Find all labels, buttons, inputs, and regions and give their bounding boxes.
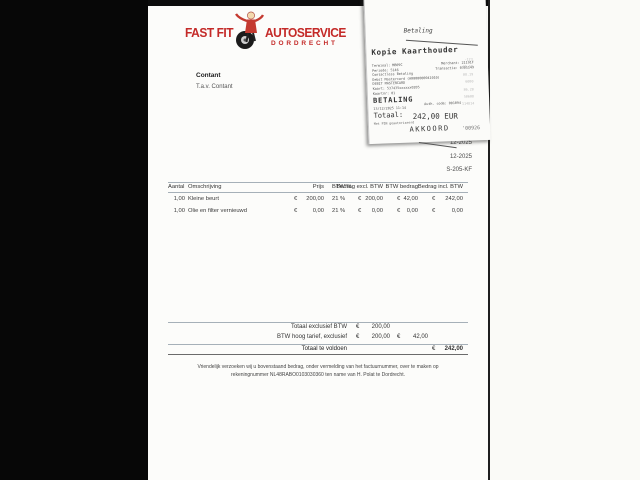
payment-receipt: Betaling Kopie Kaarthouder Terminal: MB0…: [363, 0, 491, 145]
currency-symbol: €: [397, 208, 401, 214]
logo-autoservice-text: AUTOSERVICE: [265, 25, 346, 40]
table-row-vat-pct: 21 %: [332, 208, 346, 214]
totals-rule-top: [168, 322, 468, 323]
currency-symbol: €: [356, 324, 360, 330]
vat-line-label: BTW hoog tarief, exclusief: [276, 334, 347, 340]
currency-symbol: €: [356, 334, 360, 340]
table-row-desc: Olie en filter vernieuwd: [188, 208, 247, 214]
receipt-bleedthrough-digits: -123 26.19 08.19 6080 86.20 50608 114814: [441, 56, 475, 109]
total-due-amount: 242,00: [444, 346, 463, 352]
payment-instructions-line1: Vriendelijk verzoeken wij u bovenstaand …: [197, 364, 439, 370]
table-row-incl: 0,00: [451, 208, 463, 214]
totals-rule-mid: [168, 344, 468, 345]
scanner-background: [0, 0, 148, 480]
col-header-qty: Aantal: [168, 184, 185, 190]
receipt-payment-label: BETALING: [372, 95, 414, 105]
license-plate-fragment: S-205-KF: [446, 167, 472, 173]
col-header-price: Prijs: [312, 184, 324, 190]
due-date-fragment: 12-2025: [449, 154, 472, 160]
vat-amount: 42,00: [412, 334, 428, 340]
currency-symbol: €: [432, 346, 436, 352]
col-header-vat-pct: BTW %: [332, 184, 352, 190]
logo-city-text: DORDRECHT: [271, 40, 338, 47]
table-row-excl: 200,00: [365, 196, 383, 202]
scanner-top-strip: [148, 0, 490, 6]
currency-symbol: €: [294, 208, 298, 214]
total-excl-amount: 200,00: [371, 324, 390, 330]
invoice-date-fragment: 12-2025: [449, 140, 472, 146]
page-edge-line: [488, 0, 490, 480]
total-due-label: Totaal te voldoen: [301, 346, 347, 352]
col-header-desc: Omschrijving: [188, 184, 222, 190]
currency-symbol: €: [432, 208, 436, 214]
currency-symbol: €: [294, 196, 298, 202]
table-row-vat-amt: 42,00: [403, 196, 418, 202]
receipt-title: Kopie Kaarthouder: [371, 44, 459, 57]
table-row-qty: 1,00: [173, 196, 185, 202]
payment-instructions: Vriendelijk verzoeken wij u bovenstaand …: [168, 363, 468, 379]
table-rule-header: [168, 192, 468, 193]
receipt-ticket-number: '00926: [461, 125, 481, 132]
table-row-price: 200,00: [306, 196, 324, 202]
totals-rule-bottom: [168, 354, 468, 355]
vat-base-amount: 200,00: [371, 334, 390, 340]
table-row-excl: 0,00: [371, 208, 383, 214]
currency-symbol: €: [358, 196, 362, 202]
mechanic-mascot-icon: [234, 9, 265, 56]
currency-symbol: €: [358, 208, 362, 214]
table-row-vat-amt: 0,00: [406, 208, 418, 214]
table-row-desc: Kleine beurt: [188, 196, 219, 202]
table-row-vat-pct: 21 %: [332, 196, 346, 202]
logo-fastfit-text: FAST FIT: [185, 25, 234, 40]
total-excl-label: Totaal exclusief BTW: [290, 324, 347, 330]
bleed-line: 114814: [461, 101, 475, 107]
table-row-incl: 242,00: [445, 196, 463, 202]
table-row-price: 0,00: [312, 208, 324, 214]
customer-name: Contant: [196, 72, 221, 79]
col-header-excl: Bedrag excl. BTW: [336, 184, 383, 190]
receipt-total-amount: 242,00 EUR: [412, 111, 458, 121]
currency-symbol: €: [397, 334, 401, 340]
table-row-qty: 1,00: [173, 208, 185, 214]
currency-symbol: €: [432, 196, 436, 202]
customer-attn: T.a.v. Contant: [196, 84, 233, 90]
col-header-incl: Bedrag incl. BTW: [417, 184, 463, 190]
payment-instructions-line2: rekeningnummer NL48RABO0103030360 ten na…: [231, 372, 405, 378]
table-rule-top: [168, 182, 468, 183]
col-header-vat-amt: BTW bedrag: [385, 184, 418, 190]
handwritten-note: Betaling: [403, 27, 433, 35]
currency-symbol: €: [397, 196, 401, 202]
receipt-total-label: Totaal:: [373, 110, 404, 120]
